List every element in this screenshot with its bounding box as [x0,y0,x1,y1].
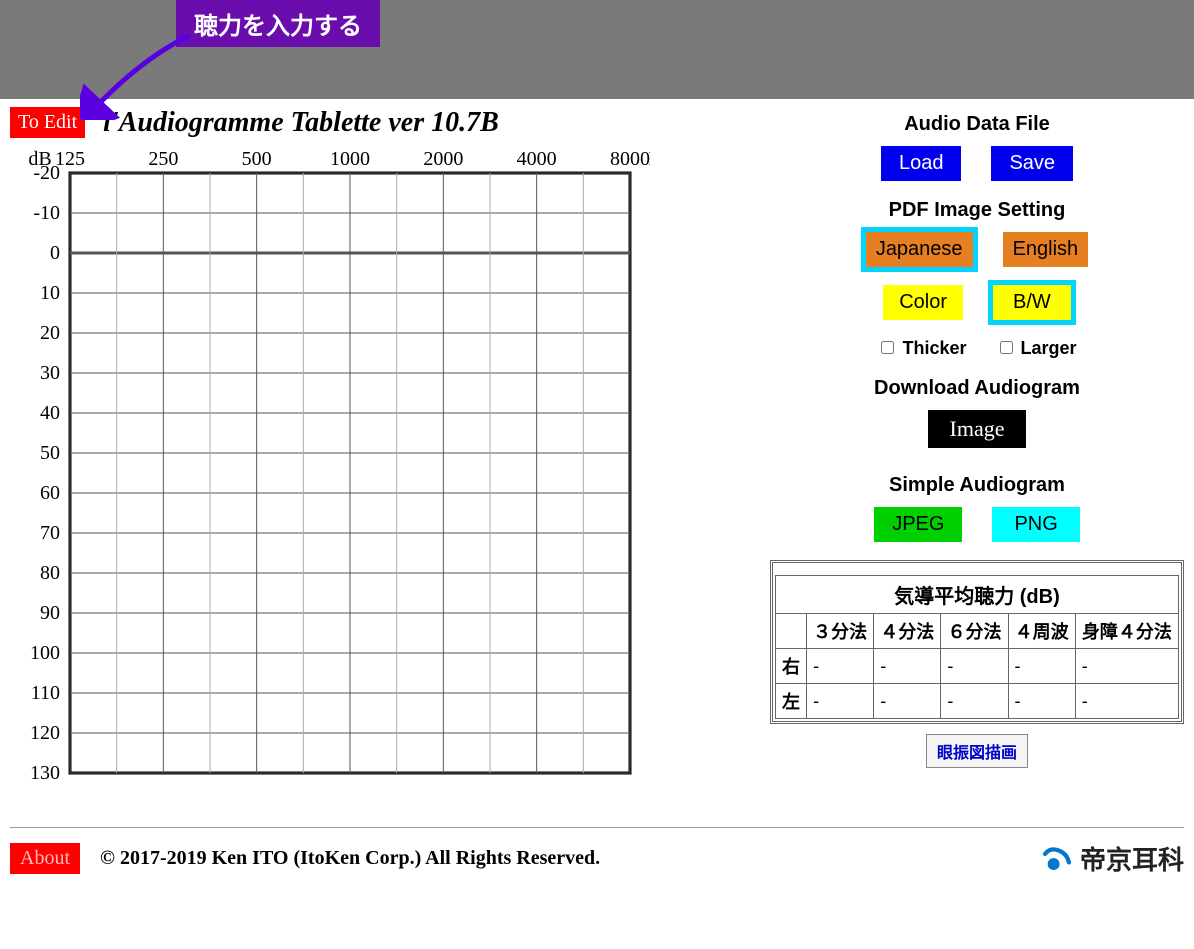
table-cell: - [1075,684,1178,719]
image-button[interactable]: Image [928,410,1027,448]
table-col-header: ６分法 [941,614,1008,649]
svg-text:4000: 4000 [517,148,557,170]
table-col-header: ４周波 [1008,614,1075,649]
table-row-label: 左 [776,684,807,719]
logo-icon [1040,842,1074,876]
table-cell: - [941,649,1008,684]
thicker-checkbox-label[interactable]: Thicker [877,338,966,358]
svg-text:10: 10 [40,282,60,304]
color-button[interactable]: Color [883,285,963,320]
english-button[interactable]: English [1003,232,1089,267]
larger-checkbox[interactable] [1000,341,1013,354]
thicker-checkbox[interactable] [881,341,894,354]
svg-text:80: 80 [40,562,60,584]
png-button[interactable]: PNG [992,507,1079,542]
download-title: Download Audiogram [770,377,1184,400]
teikyo-logo: 帝京耳科 [1040,840,1184,877]
table-col-header: ３分法 [807,614,874,649]
table-row-label: 右 [776,649,807,684]
table-cell: - [874,684,941,719]
table-col-header: 身障４分法 [1075,614,1178,649]
table-col-header: ４分法 [874,614,941,649]
svg-text:60: 60 [40,482,60,504]
svg-text:70: 70 [40,522,60,544]
copyright-text: © 2017-2019 Ken ITO (ItoKen Corp.) All R… [100,847,600,870]
pdf-setting-title: PDF Image Setting [770,199,1184,222]
audiogram-chart: dBHz-20-10010203040506070809010011012013… [10,143,650,803]
svg-text:130: 130 [30,762,60,784]
callout-label: 聴力を入力する [176,0,380,47]
table-cell: - [807,649,874,684]
bw-button[interactable]: B/W [993,285,1071,320]
table-cell: - [874,649,941,684]
svg-text:2000: 2000 [423,148,463,170]
svg-text:90: 90 [40,602,60,624]
svg-text:500: 500 [242,148,272,170]
table-cell: - [1075,649,1178,684]
table-cell: - [1008,684,1075,719]
svg-text:120: 120 [30,722,60,744]
svg-text:8000: 8000 [610,148,650,170]
svg-text:50: 50 [40,442,60,464]
japanese-button[interactable]: Japanese [866,232,973,267]
about-button[interactable]: About [10,843,80,874]
annotation-banner: 聴力を入力する [0,0,1194,99]
average-hearing-table-wrap: 気導平均聴力 (dB) ３分法４分法６分法４周波身障４分法 右----- 左--… [770,560,1184,724]
load-button[interactable]: Load [881,146,962,181]
average-hearing-table: 気導平均聴力 (dB) ３分法４分法６分法４周波身障４分法 右----- 左--… [775,575,1179,719]
jpeg-button[interactable]: JPEG [874,507,962,542]
table-cell: - [807,684,874,719]
larger-checkbox-label[interactable]: Larger [996,338,1077,358]
table-cell: - [941,684,1008,719]
nystagmus-button[interactable]: 眼振図描画 [926,734,1028,768]
to-edit-button[interactable]: To Edit [10,107,85,138]
svg-text:100: 100 [30,642,60,664]
simple-audiogram-title: Simple Audiogram [770,474,1184,497]
svg-text:40: 40 [40,402,60,424]
logo-text: 帝京耳科 [1080,840,1184,877]
svg-text:110: 110 [31,682,60,704]
table-cell: - [1008,649,1075,684]
audio-file-title: Audio Data File [770,113,1184,136]
svg-text:250: 250 [148,148,178,170]
svg-text:-10: -10 [33,202,60,224]
svg-text:0: 0 [50,242,60,264]
save-button[interactable]: Save [991,146,1073,181]
svg-text:125: 125 [55,148,85,170]
svg-text:20: 20 [40,322,60,344]
footer: About © 2017-2019 Ken ITO (ItoKen Corp.)… [10,827,1184,897]
app-title: l'Audiogramme Tablette ver 10.7B [103,107,499,139]
svg-text:30: 30 [40,362,60,384]
table-title: 気導平均聴力 (dB) [776,576,1179,614]
svg-text:1000: 1000 [330,148,370,170]
